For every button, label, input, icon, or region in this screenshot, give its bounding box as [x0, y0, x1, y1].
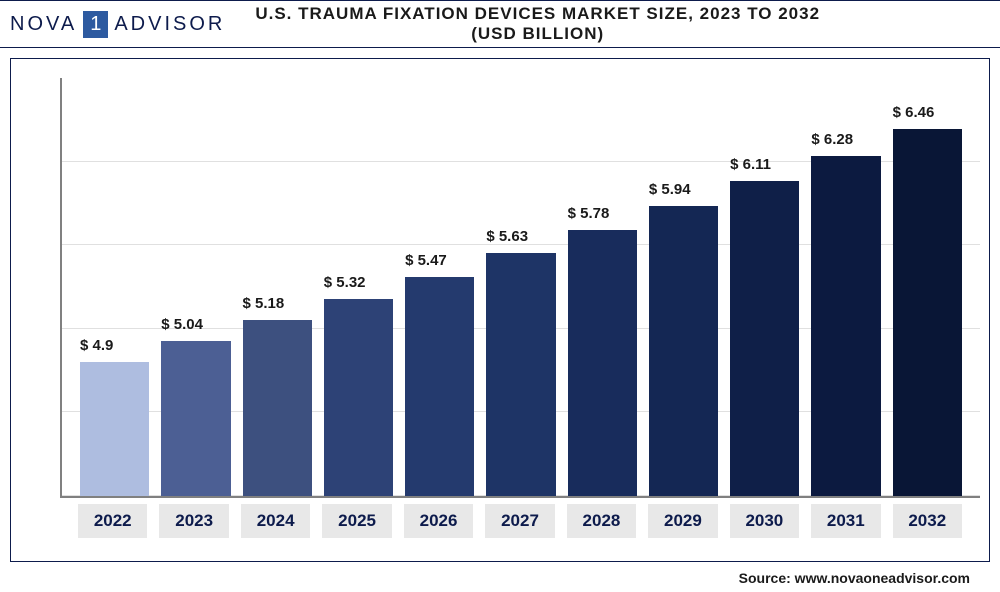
chart-title: U.S. TRAUMA FIXATION DEVICES MARKET SIZE…	[245, 4, 990, 44]
bar-col: $ 5.63	[486, 78, 555, 496]
logo-text-left: NOVA	[10, 13, 79, 36]
bar-col: $ 6.11	[730, 78, 799, 496]
x-axis-label: 2022	[78, 504, 147, 538]
bar-col: $ 5.32	[324, 78, 393, 496]
x-axis-label: 2030	[730, 504, 799, 538]
bar-value-label: $ 6.11	[730, 156, 771, 173]
bar	[811, 156, 880, 496]
bar-col: $ 5.94	[649, 78, 718, 496]
bar	[80, 362, 149, 496]
logo: NOVA 1 ADVISOR	[10, 10, 225, 39]
x-axis-label: 2031	[811, 504, 880, 538]
x-axis-label: 2032	[893, 504, 962, 538]
bar-value-label: $ 5.18	[243, 295, 285, 312]
bar-value-label: $ 5.63	[486, 228, 528, 245]
bar-value-label: $ 5.94	[649, 181, 691, 198]
plot: $ 4.9 $ 5.04 $ 5.18 $ 5.32 $ 5.47 $ 5.63 $ 5.7…	[60, 78, 980, 498]
bar	[486, 253, 555, 496]
bar	[324, 299, 393, 496]
x-axis-label: 2029	[648, 504, 717, 538]
bar-col: $ 5.47	[405, 78, 474, 496]
bars-container: $ 4.9 $ 5.04 $ 5.18 $ 5.32 $ 5.47 $ 5.63 $ 5.7…	[74, 78, 968, 496]
x-axis-label: 2027	[485, 504, 554, 538]
bar-value-label: $ 5.78	[568, 205, 610, 222]
bar	[730, 181, 799, 496]
x-axis-label: 2026	[404, 504, 473, 538]
bar-col: $ 6.28	[811, 78, 880, 496]
x-axis-label: 2023	[159, 504, 228, 538]
bar	[161, 341, 230, 496]
x-axis-label: 2024	[241, 504, 310, 538]
bar	[649, 206, 718, 496]
logo-text-right: ADVISOR	[112, 13, 225, 36]
bar-col: $ 4.9	[80, 78, 149, 496]
bar-value-label: $ 4.9	[80, 337, 113, 354]
bar	[568, 230, 637, 496]
x-axis-label: 2025	[322, 504, 391, 538]
bar-col: $ 5.18	[243, 78, 312, 496]
x-axis-labels: 2022 2023 2024 2025 2026 2027 2028 2029 2030 2031…	[72, 504, 968, 538]
bar-col: $ 5.04	[161, 78, 230, 496]
bar-value-label: $ 6.46	[893, 104, 935, 121]
bar	[243, 320, 312, 496]
bar-value-label: $ 5.32	[324, 274, 366, 291]
bar-col: $ 5.78	[568, 78, 637, 496]
bar	[893, 129, 962, 496]
x-axis-label: 2028	[567, 504, 636, 538]
chart-area: $ 4.9 $ 5.04 $ 5.18 $ 5.32 $ 5.47 $ 5.63 $ 5.7…	[60, 78, 980, 538]
bar-value-label: $ 5.47	[405, 252, 447, 269]
bar-value-label: $ 5.04	[161, 316, 203, 333]
bar-value-label: $ 6.28	[811, 131, 853, 148]
logo-text-mid: 1	[82, 10, 109, 39]
bar	[405, 277, 474, 496]
header-bar: NOVA 1 ADVISOR U.S. TRAUMA FIXATION DEVI…	[0, 0, 1000, 48]
bar-col: $ 6.46	[893, 78, 962, 496]
source-text: Source: www.novaoneadvisor.com	[739, 570, 970, 586]
